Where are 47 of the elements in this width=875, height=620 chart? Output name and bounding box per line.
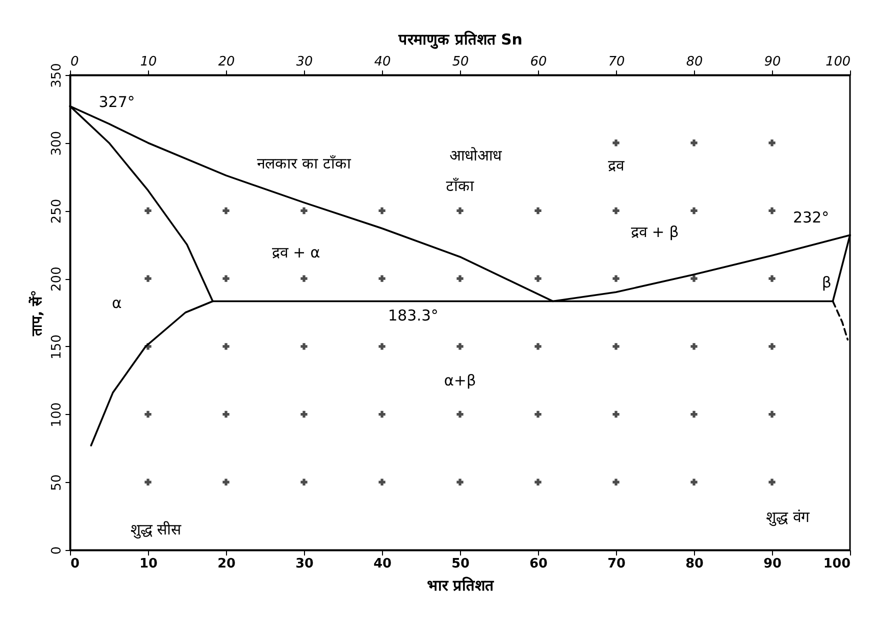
x2-tick-label: 20 <box>218 54 235 70</box>
x2-tick-label: 100 <box>826 54 850 70</box>
annotation: आधोआध <box>450 146 503 164</box>
x-tick-label: 10 <box>139 556 158 572</box>
annotation: शुद्ध सीस <box>130 520 182 540</box>
x-tick-label: 100 <box>823 556 850 572</box>
x2-tick-label: 50 <box>452 54 469 70</box>
x2-tick-label: 60 <box>530 54 547 70</box>
x2-tick-label: 30 <box>296 54 313 70</box>
annotation: द्रव + α <box>272 244 320 262</box>
y-tick-label: 150 <box>50 334 64 360</box>
x-tick-label: 20 <box>217 556 236 572</box>
y-tick-label: 250 <box>50 198 64 224</box>
x2-tick-label: 70 <box>608 54 625 70</box>
y-tick-label: 100 <box>50 402 64 428</box>
annotation: शुद्ध वंग <box>766 508 810 528</box>
x2-tick-label: 90 <box>764 54 781 70</box>
x2-axis-title: परमाणुक प्रतिशत Sn <box>398 30 522 50</box>
y-tick-label: 300 <box>50 130 64 156</box>
annotation: 327° <box>98 93 135 112</box>
x-tick-label: 80 <box>685 556 704 572</box>
x-tick-label: 60 <box>529 556 548 572</box>
annotation: द्रव <box>608 156 625 175</box>
x-axis-title: भार प्रतिशत <box>426 576 496 594</box>
x-tick-label: 0 <box>70 556 80 572</box>
x2-tick-label: 40 <box>374 54 391 70</box>
x2-tick-label: 0 <box>70 54 79 70</box>
y-tick-label: 0 <box>50 546 64 555</box>
annotation: α <box>112 294 122 312</box>
annotation: β <box>822 274 832 292</box>
annotation: द्रव + β <box>631 223 679 242</box>
y-tick-label: 200 <box>50 266 64 292</box>
x-tick-label: 70 <box>607 556 626 572</box>
x-tick-label: 30 <box>295 556 314 572</box>
y-axis-title: ताप, सें° <box>28 290 46 338</box>
annotation: नलकार का टाँका <box>257 154 352 172</box>
y-tick-label: 350 <box>50 63 64 88</box>
annotation: α+β <box>444 371 476 390</box>
annotation: 232° <box>792 208 830 226</box>
x-tick-label: 50 <box>451 556 470 572</box>
x-tick-label: 90 <box>763 556 782 572</box>
x2-tick-label: 80 <box>686 54 703 70</box>
annotation: टाँका <box>446 177 475 196</box>
x2-tick-label: 10 <box>140 54 157 70</box>
annotation: 183.3° <box>388 306 438 324</box>
y-tick-label: 50 <box>50 474 64 491</box>
x-tick-label: 40 <box>373 556 392 572</box>
